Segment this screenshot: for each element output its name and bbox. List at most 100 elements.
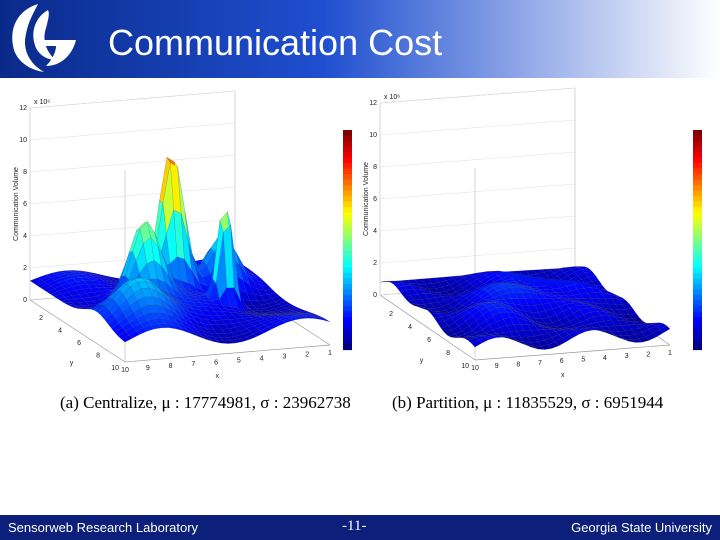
x-tick-label: 1 — [328, 350, 332, 357]
colorbar — [693, 157, 702, 164]
colorbar — [343, 333, 352, 340]
x-tick-label: 9 — [495, 363, 499, 370]
colorbar — [693, 328, 702, 334]
colorbar — [343, 207, 352, 213]
x-tick-label: 3 — [282, 354, 286, 361]
x-tick-label: 5 — [581, 357, 585, 364]
grid-line — [29, 154, 236, 173]
colorbar — [343, 141, 352, 147]
y-tick-label: 2 — [389, 311, 393, 318]
grid-line — [29, 186, 236, 205]
colorbar — [343, 152, 352, 158]
colorbar — [343, 135, 352, 142]
axis-edge — [474, 344, 671, 361]
colorbar — [693, 339, 702, 345]
x-tick-label: 5 — [237, 357, 241, 364]
colorbar — [343, 196, 352, 202]
footer-left: Sensorweb Research Laboratory — [8, 520, 199, 535]
logo — [12, 4, 76, 72]
colorbar — [343, 146, 352, 153]
colorbar — [343, 328, 352, 334]
colorbar — [343, 322, 352, 329]
title: Communication Cost — [108, 22, 443, 63]
colorbar — [343, 201, 352, 208]
y-tick-label: 6 — [77, 340, 81, 347]
colorbar — [343, 223, 352, 230]
x-tick-label: 7 — [538, 360, 542, 367]
z-tick-label: 10 — [19, 137, 27, 144]
colorbar — [343, 234, 352, 241]
y-tick-label: 8 — [96, 352, 100, 359]
z-tick-label: 12 — [19, 105, 27, 112]
z-tick-label: 2 — [23, 265, 27, 272]
z-exponent: x 10⁶ — [34, 99, 50, 106]
colorbar — [693, 179, 702, 186]
z-tick-label: 0 — [23, 297, 27, 304]
colorbar — [343, 168, 352, 175]
z-tick-label: 4 — [373, 228, 377, 235]
z-tick-label: 6 — [23, 201, 27, 208]
grid-line — [379, 183, 576, 200]
colorbar — [343, 284, 352, 290]
grid-line — [29, 90, 236, 109]
z-tick-label: 8 — [23, 169, 27, 176]
x-tick-label: 7 — [191, 361, 195, 368]
grid-line — [379, 215, 576, 232]
colorbar — [343, 179, 352, 186]
caption: (b) Partition, μ : 11835529, σ : 6951944 — [392, 393, 664, 412]
page-number: -11- — [342, 518, 367, 534]
z-tick-label: 4 — [23, 233, 27, 240]
z-tick-label: 2 — [373, 260, 377, 267]
colorbar — [693, 284, 702, 290]
colorbar — [343, 130, 352, 136]
x-tick-label: 9 — [146, 365, 150, 372]
colorbar — [693, 135, 702, 142]
z-label: Communication Volume — [13, 167, 20, 241]
colorbar — [693, 251, 702, 257]
x-tick-label: 10 — [471, 365, 479, 372]
colorbar — [693, 130, 702, 136]
colorbar — [693, 174, 702, 180]
grid-line — [379, 119, 576, 136]
x-tick-label: 1 — [668, 350, 672, 357]
colorbar — [343, 218, 352, 224]
grid-line — [379, 247, 576, 264]
grid-line — [379, 151, 576, 168]
x-tick-label: 8 — [169, 363, 173, 370]
colorbar — [343, 289, 352, 296]
axis-edge — [379, 294, 476, 361]
x-label: x — [561, 372, 565, 379]
x-tick-label: 6 — [560, 358, 564, 365]
colorbar — [693, 240, 702, 246]
colorbar — [343, 262, 352, 268]
colorbar — [343, 306, 352, 312]
y-tick-label: 4 — [58, 328, 62, 335]
y-label: y — [420, 357, 424, 364]
colorbar — [693, 163, 702, 169]
colorbar — [693, 234, 702, 241]
colorbar — [343, 344, 352, 351]
colorbar — [343, 267, 352, 274]
x-tick-label: 4 — [260, 356, 264, 363]
colorbar — [693, 278, 702, 285]
colorbar — [343, 273, 352, 279]
y-tick-label: 6 — [427, 337, 431, 344]
axis-edge — [124, 344, 331, 363]
colorbar — [343, 174, 352, 180]
y-tick-label: 10 — [111, 365, 119, 372]
colorbar — [693, 212, 702, 219]
colorbar — [693, 168, 702, 175]
colorbar — [343, 311, 352, 318]
x-tick-label: 3 — [625, 353, 629, 360]
y-label: y — [70, 360, 74, 367]
axis-edge — [29, 299, 126, 363]
colorbar — [343, 245, 352, 252]
colorbar — [693, 306, 702, 312]
colorbar — [693, 141, 702, 147]
colorbar — [693, 317, 702, 323]
colorbar — [343, 240, 352, 246]
colorbar — [693, 196, 702, 202]
surface-patch — [659, 325, 671, 334]
